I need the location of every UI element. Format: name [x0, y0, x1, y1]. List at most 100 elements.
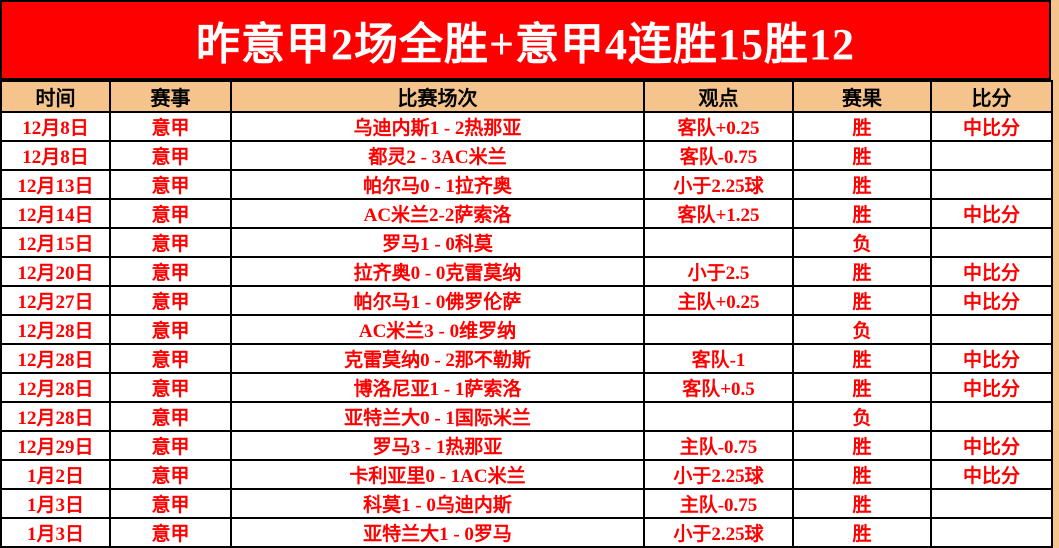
result-cell: 胜: [792, 517, 932, 548]
result-cell: 胜: [792, 285, 932, 316]
viewpoint-cell: 主队-0.75: [643, 430, 794, 461]
table-row: 1月2日 意甲 卡利亚里0 - 1AC米兰 小于2.25球胜中比分: [0, 459, 1053, 490]
header-row: 时间 赛事 比赛场次 观点 赛果 比分: [0, 80, 1053, 113]
col-header-score: 比分: [930, 80, 1053, 113]
title-banner: 昨意甲2场全胜+意甲4连胜15胜12: [0, 0, 1051, 80]
match-cell: 罗马1 - 0科莫: [230, 227, 645, 258]
score-cell: [930, 517, 1053, 548]
date-cell: 12月20日: [0, 256, 111, 287]
score-cell: 中比分: [930, 372, 1053, 403]
date-cell: 12月27日: [0, 285, 111, 316]
viewpoint-cell: 客队-0.75: [643, 140, 794, 171]
viewpoint-cell: 客队+1.25: [643, 198, 794, 229]
table-row: 12月29日 意甲 罗马3 - 1热那亚 主队-0.75 胜中比分: [0, 430, 1053, 461]
table-row: 12月20日 意甲 拉齐奥0 - 0克雷莫纳 小于2.5 胜中比分: [0, 256, 1053, 287]
league-cell: 意甲: [109, 401, 232, 432]
match-cell: 博洛尼亚1 - 1萨索洛: [230, 372, 645, 403]
table-row: 12月8日 意甲 都灵2 - 3AC米兰 客队-0.75 胜: [0, 140, 1053, 171]
result-cell: 胜: [792, 343, 932, 374]
result-cell: 胜: [792, 430, 932, 461]
table-row: 1月3日 意甲 科莫1 - 0乌迪内斯 主队-0.75 胜: [0, 488, 1053, 519]
table-row: 12月28日 意甲 克雷莫纳0 - 2那不勒斯 客队-1 胜中比分: [0, 343, 1053, 374]
result-cell: 胜: [792, 372, 932, 403]
page-title: 昨意甲2场全胜+意甲4连胜15胜12: [195, 20, 856, 69]
score-cell: [930, 169, 1053, 200]
table-row: 12月27日 意甲 帕尔马1 - 0佛罗伦萨 主队+0.25 胜中比分: [0, 285, 1053, 316]
date-cell: 1月3日: [0, 488, 111, 519]
score-cell: 中比分: [930, 198, 1053, 229]
date-cell: 12月28日: [0, 343, 111, 374]
match-cell: 克雷莫纳0 - 2那不勒斯: [230, 343, 645, 374]
result-cell: 负: [792, 227, 932, 258]
league-cell: 意甲: [109, 256, 232, 287]
results-table-body: 12月8日 意甲 乌迪内斯1 - 2热那亚 客队+0.25 胜中比分 12月8日 意甲 都灵2…: [0, 111, 1053, 548]
date-cell: 1月2日: [0, 459, 111, 490]
date-cell: 12月14日: [0, 198, 111, 229]
table-row: 12月13日 意甲 帕尔马0 - 1拉齐奥 小于2.25球胜: [0, 169, 1053, 200]
score-cell: 中比分: [930, 343, 1053, 374]
table-row: 12月28日 意甲 亚特兰大0 - 1国际米兰 负: [0, 401, 1053, 432]
date-cell: 1月3日: [0, 517, 111, 548]
result-cell: 负: [792, 314, 932, 345]
score-cell: 中比分: [930, 111, 1053, 142]
league-cell: 意甲: [109, 314, 232, 345]
viewpoint-cell: 小于2.25球: [643, 517, 794, 548]
table-row: 1月3日 意甲 亚特兰大1 - 0罗马 小于2.25球胜: [0, 517, 1053, 548]
table-row: 12月8日 意甲 乌迪内斯1 - 2热那亚 客队+0.25 胜中比分: [0, 111, 1053, 142]
viewpoint-cell: 小于2.25球: [643, 169, 794, 200]
league-cell: 意甲: [109, 198, 232, 229]
score-cell: [930, 488, 1053, 519]
date-cell: 12月29日: [0, 430, 111, 461]
date-cell: 12月8日: [0, 111, 111, 142]
league-cell: 意甲: [109, 459, 232, 490]
date-cell: 12月13日: [0, 169, 111, 200]
match-cell: 科莫1 - 0乌迪内斯: [230, 488, 645, 519]
score-cell: [930, 140, 1053, 171]
score-cell: 中比分: [930, 430, 1053, 461]
viewpoint-cell: 主队-0.75: [643, 488, 794, 519]
table-row: 12月28日 意甲 AC米兰3 - 0维罗纳 负: [0, 314, 1053, 345]
league-cell: 意甲: [109, 488, 232, 519]
viewpoint-cell: [643, 314, 794, 345]
results-table: 时间 赛事 比赛场次 观点 赛果 比分 12月8日 意甲 乌迪内斯1 - 2热那亚客…: [0, 80, 1053, 548]
date-cell: 12月28日: [0, 314, 111, 345]
table-row: 12月28日 意甲 博洛尼亚1 - 1萨索洛 客队+0.5 胜中比分: [0, 372, 1053, 403]
score-cell: 中比分: [930, 285, 1053, 316]
viewpoint-cell: 小于2.25球: [643, 459, 794, 490]
viewpoint-cell: 客队+0.25: [643, 111, 794, 142]
match-cell: AC米兰2-2萨索洛: [230, 198, 645, 229]
viewpoint-cell: 小于2.5: [643, 256, 794, 287]
match-cell: 都灵2 - 3AC米兰: [230, 140, 645, 171]
result-cell: 胜: [792, 459, 932, 490]
result-cell: 胜: [792, 198, 932, 229]
col-header-match: 比赛场次: [230, 80, 645, 113]
result-cell: 胜: [792, 256, 932, 287]
match-cell: 亚特兰大1 - 0罗马: [230, 517, 645, 548]
league-cell: 意甲: [109, 169, 232, 200]
match-cell: 亚特兰大0 - 1国际米兰: [230, 401, 645, 432]
league-cell: 意甲: [109, 111, 232, 142]
date-cell: 12月28日: [0, 401, 111, 432]
date-cell: 12月28日: [0, 372, 111, 403]
league-cell: 意甲: [109, 430, 232, 461]
match-cell: AC米兰3 - 0维罗纳: [230, 314, 645, 345]
col-header-result: 赛果: [792, 80, 932, 113]
match-cell: 卡利亚里0 - 1AC米兰: [230, 459, 645, 490]
league-cell: 意甲: [109, 285, 232, 316]
result-cell: 负: [792, 401, 932, 432]
viewpoint-cell: 主队+0.25: [643, 285, 794, 316]
result-cell: 胜: [792, 140, 932, 171]
date-cell: 12月15日: [0, 227, 111, 258]
result-cell: 胜: [792, 111, 932, 142]
viewpoint-cell: [643, 227, 794, 258]
table-row: 12月15日 意甲 罗马1 - 0科莫 负: [0, 227, 1053, 258]
score-cell: 中比分: [930, 459, 1053, 490]
match-cell: 帕尔马1 - 0佛罗伦萨: [230, 285, 645, 316]
score-cell: [930, 227, 1053, 258]
viewpoint-cell: 客队+0.5: [643, 372, 794, 403]
league-cell: 意甲: [109, 343, 232, 374]
league-cell: 意甲: [109, 372, 232, 403]
league-cell: 意甲: [109, 517, 232, 548]
viewpoint-cell: [643, 401, 794, 432]
